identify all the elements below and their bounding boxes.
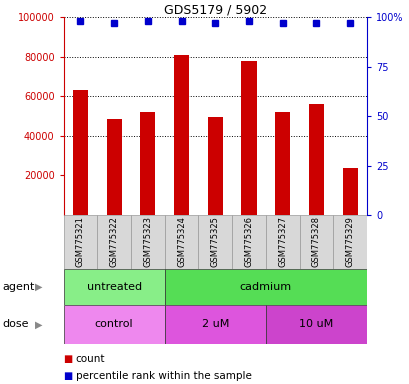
Bar [173,55,189,215]
Bar [198,215,231,269]
Text: GSM775322: GSM775322 [109,217,118,267]
Text: ■: ■ [63,371,73,381]
Bar [97,215,130,269]
Text: percentile rank within the sample: percentile rank within the sample [76,371,251,381]
Bar [63,269,164,305]
Title: GDS5179 / 5902: GDS5179 / 5902 [163,3,266,16]
Text: control: control [94,319,133,329]
Bar [265,305,366,344]
Text: GSM775324: GSM775324 [177,217,186,267]
Text: dose: dose [2,319,29,329]
Bar [63,215,97,269]
Text: count: count [76,354,105,364]
Bar [241,61,256,215]
Text: cadmium: cadmium [239,282,291,292]
Text: agent: agent [2,282,34,292]
Bar [231,215,265,269]
Text: 10 uM: 10 uM [299,319,333,329]
Bar [130,215,164,269]
Text: GSM775323: GSM775323 [143,217,152,267]
Bar [308,104,323,215]
Bar [63,305,164,344]
Text: GSM775321: GSM775321 [76,217,85,267]
Text: GSM775329: GSM775329 [345,217,354,267]
Bar [265,215,299,269]
Text: ■: ■ [63,354,73,364]
Bar [73,91,88,215]
Bar [274,112,290,215]
Text: untreated: untreated [86,282,142,292]
Bar [106,119,121,215]
Bar [164,269,366,305]
Bar [333,215,366,269]
Bar [164,305,265,344]
Text: GSM775328: GSM775328 [311,217,320,267]
Text: ▶: ▶ [35,319,43,329]
Bar [342,167,357,215]
Bar [299,215,333,269]
Bar [140,112,155,215]
Text: GSM775326: GSM775326 [244,217,253,267]
Bar [207,117,222,215]
Text: ▶: ▶ [35,282,43,292]
Text: 2 uM: 2 uM [201,319,228,329]
Bar [164,215,198,269]
Text: GSM775325: GSM775325 [210,217,219,267]
Text: GSM775327: GSM775327 [277,217,286,267]
